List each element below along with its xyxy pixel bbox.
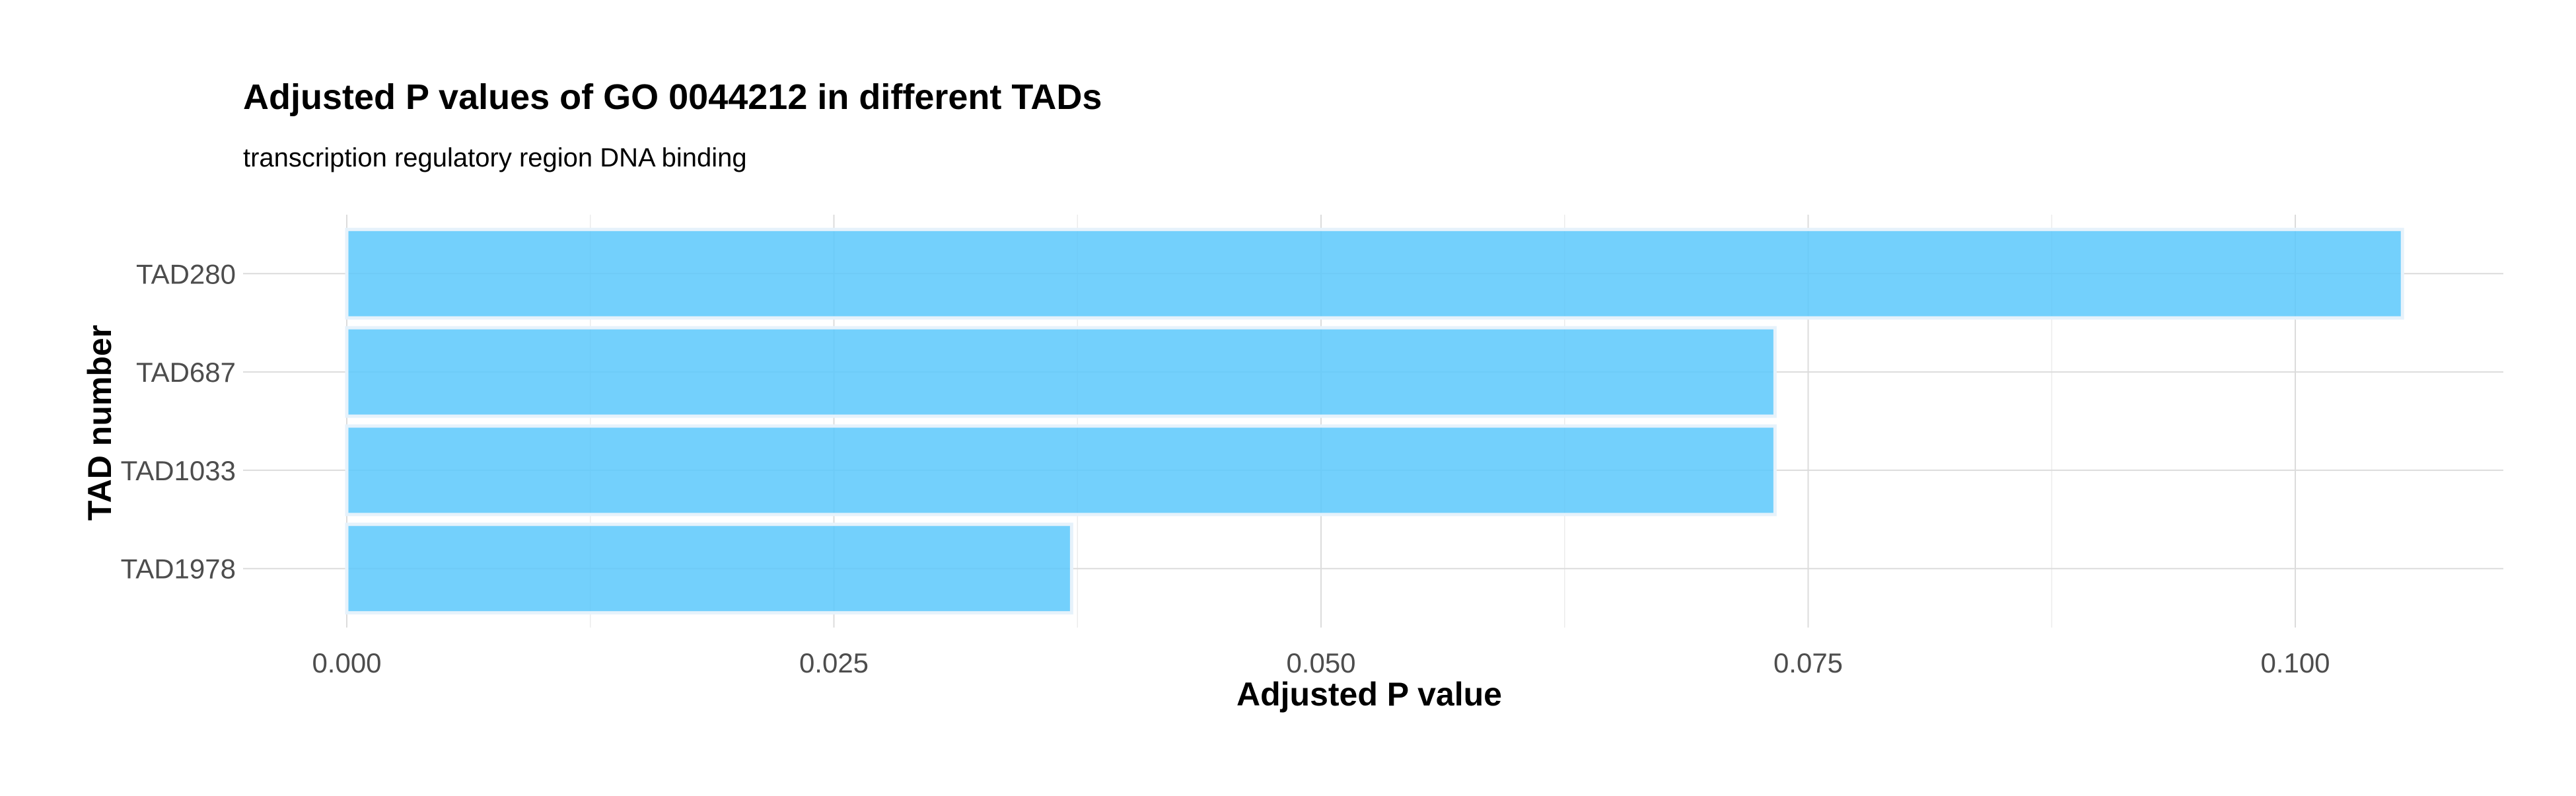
y-tick-label: TAD280 (136, 258, 236, 289)
x-axis-title: Adjusted P value (1236, 676, 1502, 713)
x-tick-label: 0.050 (1286, 647, 1355, 678)
chart-title: Adjusted P values of GO 0044212 in diffe… (243, 77, 1102, 117)
bar (345, 424, 1777, 517)
y-tick-labels: TAD280 TAD687 TAD1033 TAD1978 (121, 258, 236, 584)
y-tick-label: TAD1978 (121, 554, 236, 585)
bar (345, 227, 2404, 320)
y-axis-title: TAD number (81, 325, 118, 521)
x-tick-label: 0.100 (2260, 647, 2330, 678)
x-tick-label: 0.000 (312, 647, 381, 678)
chart-subtitle: transcription regulatory region DNA bind… (243, 143, 747, 172)
bar (345, 326, 1777, 418)
x-tick-label: 0.025 (799, 647, 869, 678)
y-tick-label: TAD1033 (121, 455, 236, 486)
x-tick-label: 0.075 (1773, 647, 1843, 678)
bars (345, 227, 2404, 615)
x-tick-labels: 0.000 0.025 0.050 0.075 0.100 (312, 647, 2330, 678)
bar (345, 523, 1073, 615)
y-tick-label: TAD687 (136, 357, 236, 388)
